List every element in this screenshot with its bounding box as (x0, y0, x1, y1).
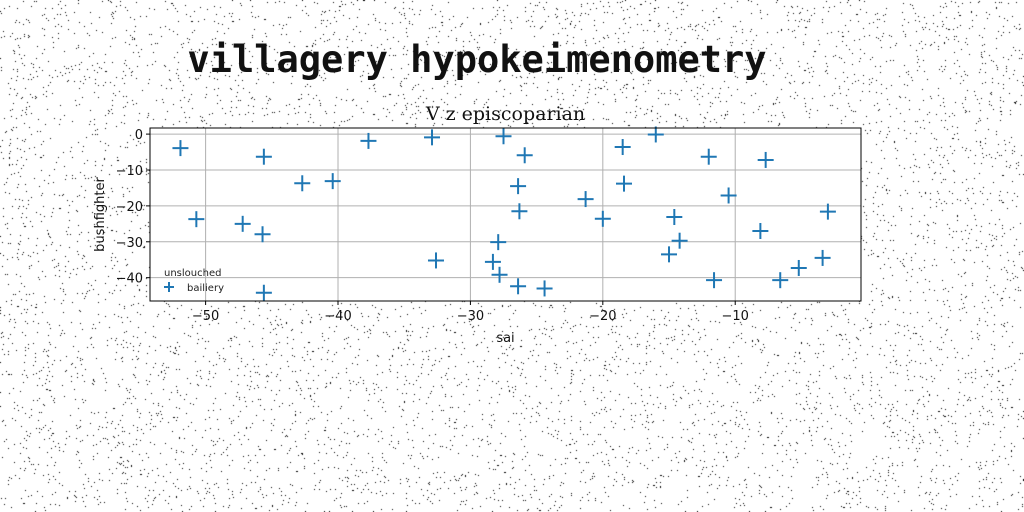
data-point (324, 173, 341, 190)
data-point (490, 234, 507, 251)
data-point (720, 187, 737, 204)
x-axis-label: sai (496, 331, 514, 346)
data-point (255, 148, 272, 165)
x-tick-label: −40 (324, 309, 351, 324)
data-point (536, 280, 553, 297)
x-tick-label: −30 (457, 309, 484, 324)
y-tick-label: −20 (116, 200, 143, 215)
y-tick-label: −30 (116, 236, 143, 251)
data-point (819, 203, 836, 220)
data-point (172, 140, 189, 157)
data-point (661, 246, 678, 263)
data-point (814, 249, 831, 266)
data-point (427, 252, 444, 269)
data-point (752, 223, 769, 240)
data-point (647, 126, 664, 143)
legend-marker-icon (164, 282, 174, 292)
data-point (516, 147, 533, 164)
data-point (255, 284, 272, 301)
data-point (706, 272, 723, 289)
data-point (700, 148, 717, 165)
data-point (510, 178, 527, 195)
y-tick-label: 0 (135, 128, 143, 143)
x-tick-label: −50 (192, 309, 219, 324)
data-point (666, 209, 683, 226)
chart-title: V z episcoparian (425, 103, 585, 125)
data-point (757, 151, 774, 168)
data-point (616, 175, 632, 192)
y-axis-label: bushfighter (93, 177, 108, 252)
legend: unslouched bailiery (164, 268, 224, 294)
x-tick-label: −10 (721, 309, 748, 324)
data-point (614, 139, 631, 156)
data-point (484, 253, 501, 270)
data-point (511, 203, 528, 220)
data-point (577, 191, 594, 208)
data-point (594, 210, 611, 227)
data-point (790, 259, 807, 276)
data-point (234, 215, 251, 232)
x-tick-label: −20 (589, 309, 616, 324)
data-point (491, 266, 508, 283)
data-point (424, 129, 441, 146)
legend-title: unslouched (164, 268, 221, 279)
y-tick-label: −40 (116, 272, 143, 287)
data-point (294, 175, 311, 192)
data-points (172, 126, 836, 301)
data-point (495, 128, 512, 145)
data-point (188, 211, 205, 228)
legend-label: bailiery (187, 283, 224, 294)
plot-frame (149, 127, 862, 302)
data-point (360, 132, 377, 149)
y-tick-label: −10 (116, 164, 143, 179)
figure-suptitle: villagery hypokeimenometry (187, 38, 767, 81)
axis-ticks: −50 −40 −30 −20 −10 0 −10 −20 −30 −40 (116, 128, 749, 324)
data-point (510, 278, 527, 295)
data-point (254, 226, 271, 243)
data-point (671, 232, 688, 249)
data-point (772, 272, 789, 289)
